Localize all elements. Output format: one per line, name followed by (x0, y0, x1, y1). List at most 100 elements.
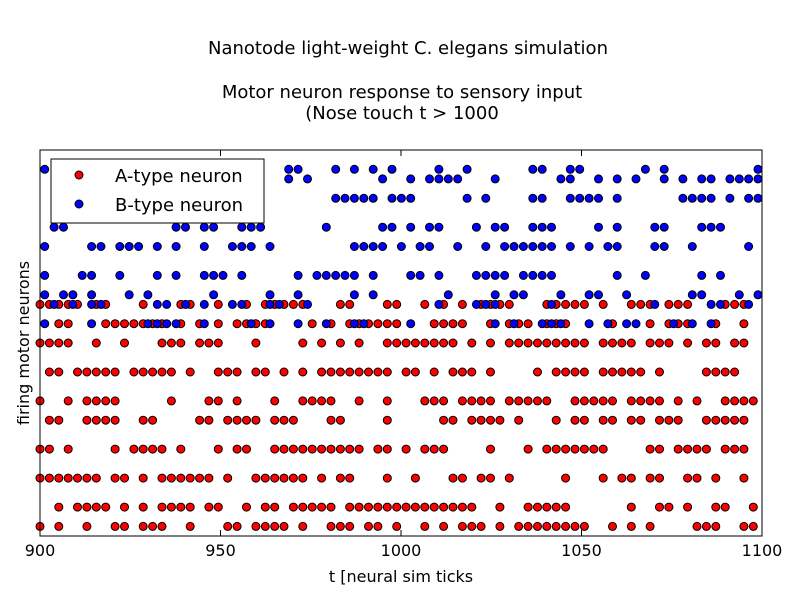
a-type-point (382, 338, 392, 348)
a-type-point (570, 338, 580, 348)
a-type-point (166, 338, 176, 348)
b-type-point (706, 174, 716, 184)
a-type-point (335, 444, 345, 454)
a-type-point (326, 415, 336, 425)
a-type-point (514, 338, 524, 348)
b-type-point (40, 242, 50, 251)
b-type-point (547, 319, 556, 329)
a-type-point (720, 396, 730, 406)
b-type-point (753, 290, 763, 300)
b-type-point (490, 290, 500, 300)
b-type-point (547, 242, 556, 251)
a-type-point (673, 415, 683, 425)
a-type-point (91, 338, 101, 348)
b-type-point (594, 222, 603, 232)
b-type-point (687, 193, 697, 203)
a-type-point (213, 444, 223, 454)
a-type-point (448, 367, 458, 377)
b-type-point (706, 222, 716, 232)
a-type-point (279, 444, 289, 454)
b-type-point (209, 270, 219, 280)
a-type-point (251, 473, 261, 483)
a-type-point (260, 521, 270, 531)
b-type-point (349, 319, 359, 329)
a-type-point (307, 319, 317, 329)
b-type-point (594, 290, 603, 300)
a-type-point (457, 473, 467, 483)
a-type-point (730, 338, 740, 348)
a-type-point (655, 473, 664, 483)
b-type-point (490, 174, 500, 184)
b-type-point (387, 193, 397, 203)
a-type-point (626, 367, 636, 377)
a-type-point (166, 367, 176, 377)
chart-title-line-1: Nanotode light-weight C. elegans simulat… (208, 38, 608, 59)
x-axis-ticks: 900 950 1000 1050 1100 (25, 150, 783, 560)
a-type-point (335, 299, 345, 309)
a-type-point (711, 521, 721, 531)
a-type-point (82, 415, 92, 425)
a-type-point (232, 444, 242, 454)
a-type-point (608, 367, 617, 377)
a-type-point (279, 473, 289, 483)
b-type-point (171, 222, 181, 232)
a-type-point (232, 415, 242, 425)
b-type-point (265, 242, 275, 251)
x-tick-label: 1100 (742, 541, 783, 560)
b-type-point (124, 290, 134, 300)
a-type-point (598, 473, 608, 483)
b-type-point (612, 193, 622, 203)
a-type-point (551, 338, 561, 348)
chart-title-line-4: (Nose touch t > 1000 (305, 103, 499, 124)
a-type-point (307, 396, 317, 406)
b-type-point (162, 319, 172, 329)
a-type-point (626, 338, 636, 348)
b-type-point (368, 270, 378, 280)
b-type-point (171, 319, 181, 329)
a-type-point (401, 338, 411, 348)
a-type-point (54, 367, 64, 377)
b-type-point (87, 242, 97, 251)
a-type-point (617, 338, 627, 348)
b-type-point (659, 174, 669, 184)
a-type-point (138, 473, 148, 483)
a-type-point (589, 444, 599, 454)
a-type-point (533, 338, 542, 348)
a-type-point (429, 367, 439, 377)
b-type-point (537, 242, 547, 251)
a-type-point (739, 338, 749, 348)
a-type-point (185, 367, 195, 377)
b-type-point (669, 319, 679, 329)
b-type-point (406, 174, 416, 184)
b-type-point (331, 193, 341, 203)
b-type-point (481, 299, 491, 309)
a-type-point (270, 473, 280, 483)
a-type-point (364, 502, 373, 512)
a-type-point (298, 473, 308, 483)
b-type-point (509, 290, 519, 300)
a-type-point (748, 396, 758, 406)
a-type-point (91, 502, 101, 512)
a-type-point (467, 396, 477, 406)
a-type-point (392, 299, 402, 309)
b-type-point (556, 290, 566, 300)
b-type-point (518, 270, 528, 280)
a-type-point (213, 367, 223, 377)
a-type-point (410, 502, 420, 512)
b-type-point (594, 193, 603, 203)
a-type-point (354, 338, 364, 348)
a-type-point (138, 521, 148, 531)
a-type-point (429, 444, 439, 454)
x-tick-label: 900 (25, 541, 56, 560)
a-type-point (73, 473, 82, 483)
a-type-point (439, 502, 449, 512)
a-type-point (561, 521, 571, 531)
a-type-point (486, 367, 495, 377)
b-type-point (584, 193, 594, 203)
a-type-point (364, 521, 373, 531)
a-type-point (223, 367, 233, 377)
a-type-point (514, 415, 524, 425)
a-type-point (429, 396, 439, 406)
b-type-point (359, 193, 369, 203)
b-type-point (293, 319, 303, 329)
